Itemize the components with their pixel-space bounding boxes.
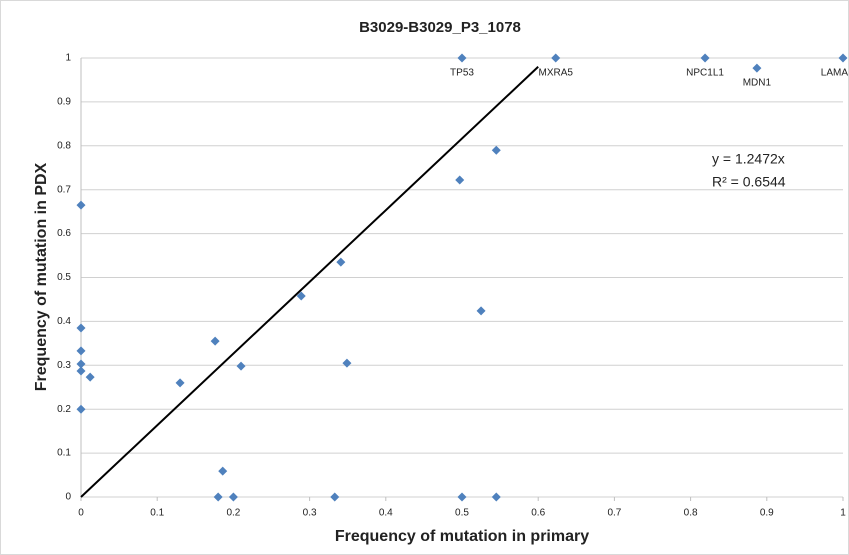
data-point (491, 492, 501, 502)
point-label: LAMA (821, 68, 849, 79)
x-tick-label: 0.3 (303, 508, 317, 519)
y-tick-label: 0 (65, 492, 71, 503)
data-point (218, 466, 228, 476)
x-tick-label: 0.4 (379, 508, 393, 519)
x-tick-label: 0.5 (455, 508, 469, 519)
data-point (455, 175, 465, 185)
point-label: MXRA5 (538, 68, 573, 79)
y-tick-label: 0.2 (57, 404, 71, 415)
data-point (236, 361, 246, 371)
data-point (85, 372, 95, 382)
data-point (296, 291, 306, 301)
y-tick-label: 0.5 (57, 272, 71, 283)
y-tick-label: 0.4 (57, 316, 71, 327)
point-label: NPC1L1 (686, 68, 724, 79)
data-point (76, 366, 86, 376)
data-point (330, 492, 340, 502)
data-point (76, 359, 86, 369)
point-label: TP53 (450, 68, 474, 79)
data-point (476, 306, 486, 316)
y-tick-label: 0.3 (57, 360, 71, 371)
data-point (76, 404, 86, 414)
x-tick-label: 0.9 (760, 508, 774, 519)
data-point (457, 53, 467, 63)
data-point (175, 378, 185, 388)
y-tick-label: 0.8 (57, 140, 71, 151)
y-axis-label: Frequency of mutation in PDX (33, 162, 50, 391)
data-point (838, 53, 848, 63)
trendline (80, 66, 539, 498)
point-label: MDN1 (743, 78, 772, 89)
data-point (76, 346, 86, 356)
data-point (336, 257, 346, 267)
x-tick-label: 0 (78, 508, 84, 519)
y-tick-label: 0.1 (57, 448, 71, 459)
data-point (228, 492, 238, 502)
x-tick-label: 0.8 (684, 508, 698, 519)
y-tick-label: 1 (65, 53, 71, 64)
y-tick-label: 0.6 (57, 228, 71, 239)
trendline-r-squared: R² = 0.6544 (712, 174, 786, 190)
x-tick-label: 0.6 (531, 508, 545, 519)
data-point (551, 53, 561, 63)
x-tick-label: 0.1 (150, 508, 164, 519)
trendline-equation: y = 1.2472x (712, 151, 785, 167)
x-tick-label: 0.2 (226, 508, 240, 519)
data-point (210, 336, 220, 346)
data-point (213, 492, 223, 502)
data-point (752, 63, 762, 73)
y-tick-label: 0.7 (57, 184, 71, 195)
data-point (76, 200, 86, 210)
x-tick-label: 0.7 (607, 508, 621, 519)
y-tick-label: 0.9 (57, 97, 71, 108)
x-tick-label: 1 (840, 508, 846, 519)
data-point (457, 492, 467, 502)
data-point (76, 323, 86, 333)
data-point (342, 358, 352, 368)
chart-title: B3029-B3029_P3_1078 (359, 19, 521, 36)
data-point (700, 53, 710, 63)
data-point (491, 145, 501, 155)
x-axis-label: Frequency of mutation in primary (335, 528, 589, 545)
